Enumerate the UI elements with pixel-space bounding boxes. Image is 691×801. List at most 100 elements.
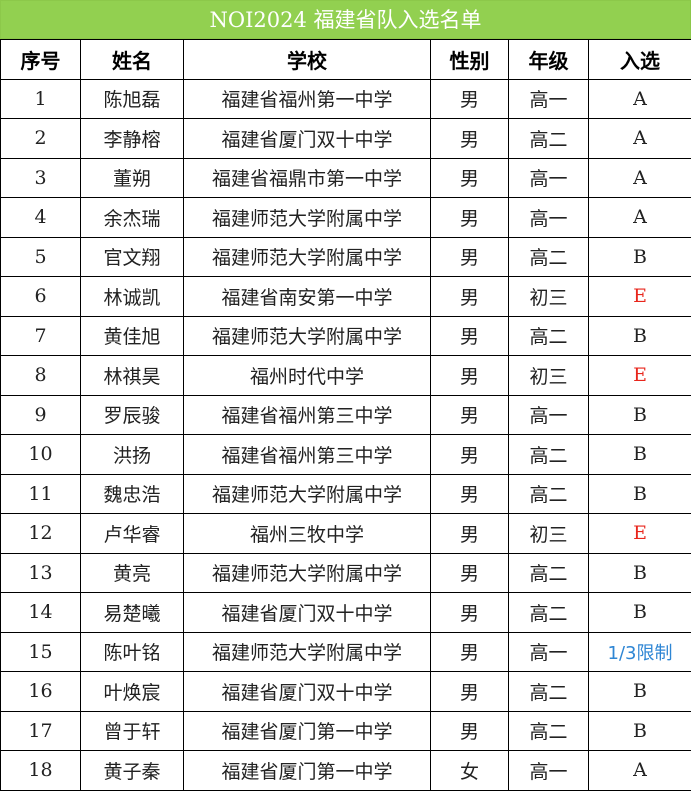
cell-selection: A xyxy=(588,157,691,198)
cell-gender: 男 xyxy=(430,473,509,514)
cell-selection: 1/3限制 xyxy=(588,631,691,672)
cell-name: 林诚凯 xyxy=(80,276,184,317)
cell-gender: 男 xyxy=(430,315,509,356)
cell-school: 福建省福州第一中学 xyxy=(183,78,431,119)
cell-school: 福建省福鼎市第一中学 xyxy=(183,157,431,198)
cell-school: 福建省南安第一中学 xyxy=(183,276,431,317)
cell-grade: 高二 xyxy=(508,671,589,712)
table-row: 13 黄亮 福建师范大学附属中学男高二 B xyxy=(0,552,691,593)
cell-selection: B xyxy=(588,236,691,277)
cell-selection: A xyxy=(588,118,691,159)
table-row: 1 陈旭磊 福建省福州第一中学男高一 A xyxy=(0,78,691,119)
cell-gender: 女 xyxy=(430,750,509,791)
cell-grade: 高一 xyxy=(508,78,589,119)
cell-selection: B xyxy=(588,434,691,475)
cell-selection: B xyxy=(588,394,691,435)
cell-grade: 高二 xyxy=(508,315,589,356)
cell-selection: A xyxy=(588,78,691,119)
cell-index: 4 xyxy=(0,197,81,238)
cell-gender: 男 xyxy=(430,434,509,475)
cell-index: 12 xyxy=(0,513,81,554)
cell-grade: 高一 xyxy=(508,750,589,791)
cell-grade: 高一 xyxy=(508,197,589,238)
cell-grade: 高一 xyxy=(508,394,589,435)
cell-index: 16 xyxy=(0,671,81,712)
cell-name: 曾于轩 xyxy=(80,710,184,751)
table-row: 2 李静榕 福建省厦门双十中学男高二 A xyxy=(0,118,691,159)
cell-grade: 高一 xyxy=(508,631,589,672)
cell-school: 福建省福州第三中学 xyxy=(183,434,431,475)
cell-school: 福建省厦门第一中学 xyxy=(183,710,431,751)
cell-grade: 高一 xyxy=(508,157,589,198)
table-row: 14 易楚曦 福建省厦门双十中学男高二 B xyxy=(0,592,691,633)
cell-index: 10 xyxy=(0,434,81,475)
table-title: NOI2024 福建省队入选名单 xyxy=(0,0,691,39)
header-row: 序号 姓名 学校 性别 年级 入选 xyxy=(0,39,691,80)
cell-gender: 男 xyxy=(430,552,509,593)
table-row: 16 叶焕宸 福建省厦门双十中学男高二 B xyxy=(0,671,691,712)
cell-index: 3 xyxy=(0,157,81,198)
cell-grade: 高二 xyxy=(508,118,589,159)
cell-selection: A xyxy=(588,750,691,791)
cell-index: 18 xyxy=(0,750,81,791)
cell-index: 13 xyxy=(0,552,81,593)
cell-school: 福州三牧中学 xyxy=(183,513,431,554)
header-col-selection: 入选 xyxy=(588,39,691,80)
cell-name: 陈叶铭 xyxy=(80,631,184,672)
cell-school: 福建省厦门双十中学 xyxy=(183,118,431,159)
cell-index: 6 xyxy=(0,276,81,317)
table-row: 8 林祺昊 福州时代中学男初三 E xyxy=(0,355,691,396)
cell-name: 叶焕宸 xyxy=(80,671,184,712)
cell-school: 福建省厦门双十中学 xyxy=(183,671,431,712)
header-col-gender: 性别 xyxy=(430,39,509,80)
cell-grade: 高二 xyxy=(508,473,589,514)
table-row: 17 曾于轩 福建省厦门第一中学男高二 B xyxy=(0,710,691,751)
table-row: 6 林诚凯 福建省南安第一中学男初三 E xyxy=(0,276,691,317)
cell-index: 17 xyxy=(0,710,81,751)
cell-gender: 男 xyxy=(430,157,509,198)
cell-school: 福建省福州第三中学 xyxy=(183,394,431,435)
cell-name: 洪扬 xyxy=(80,434,184,475)
table-row: 4 余杰瑞 福建师范大学附属中学男高一 A xyxy=(0,197,691,238)
cell-index: 11 xyxy=(0,473,81,514)
cell-name: 黄亮 xyxy=(80,552,184,593)
cell-gender: 男 xyxy=(430,513,509,554)
cell-gender: 男 xyxy=(430,78,509,119)
cell-index: 7 xyxy=(0,315,81,356)
cell-name: 黄子秦 xyxy=(80,750,184,791)
cell-index: 2 xyxy=(0,118,81,159)
cell-name: 余杰瑞 xyxy=(80,197,184,238)
header-col-index: 序号 xyxy=(0,39,81,80)
cell-index: 9 xyxy=(0,394,81,435)
cell-name: 董朔 xyxy=(80,157,184,198)
cell-grade: 高二 xyxy=(508,592,589,633)
cell-selection: B xyxy=(588,710,691,751)
cell-index: 14 xyxy=(0,592,81,633)
cell-selection: B xyxy=(588,592,691,633)
cell-name: 易楚曦 xyxy=(80,592,184,633)
cell-name: 黄佳旭 xyxy=(80,315,184,356)
cell-gender: 男 xyxy=(430,276,509,317)
table-row: 7 黄佳旭 福建师范大学附属中学男高二 B xyxy=(0,315,691,356)
cell-school: 福州时代中学 xyxy=(183,355,431,396)
table-row: 10 洪扬 福建省福州第三中学男高二 B xyxy=(0,434,691,475)
cell-name: 林祺昊 xyxy=(80,355,184,396)
cell-school: 福建省厦门双十中学 xyxy=(183,592,431,633)
table-row: 15 陈叶铭 福建师范大学附属中学男高一 1/3限制 xyxy=(0,631,691,672)
cell-school: 福建师范大学附属中学 xyxy=(183,552,431,593)
cell-gender: 男 xyxy=(430,394,509,435)
cell-name: 罗辰骏 xyxy=(80,394,184,435)
header-col-school: 学校 xyxy=(183,39,431,80)
cell-selection: B xyxy=(588,671,691,712)
cell-selection: E xyxy=(588,276,691,317)
cell-school: 福建师范大学附属中学 xyxy=(183,631,431,672)
table-row: 9 罗辰骏 福建省福州第三中学男高一 B xyxy=(0,394,691,435)
cell-index: 15 xyxy=(0,631,81,672)
table-row: 11 魏忠浩 福建师范大学附属中学男高二 B xyxy=(0,473,691,514)
header-col-grade: 年级 xyxy=(508,39,589,80)
cell-index: 1 xyxy=(0,78,81,119)
cell-school: 福建师范大学附属中学 xyxy=(183,236,431,277)
cell-school: 福建省厦门第一中学 xyxy=(183,750,431,791)
cell-grade: 高二 xyxy=(508,236,589,277)
table-row: 5 官文翔 福建师范大学附属中学男高二 B xyxy=(0,236,691,277)
